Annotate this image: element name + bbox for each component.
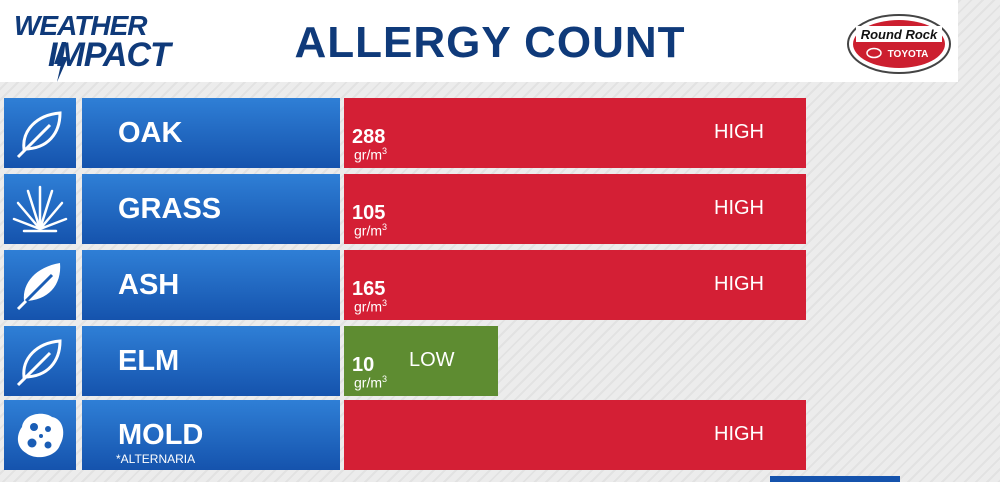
count-unit: gr/m3 (354, 146, 388, 163)
count-value: 288 (352, 126, 386, 148)
count-value: 10 (352, 354, 375, 376)
count-bar: 10 gr/m3 LOW (344, 326, 498, 396)
sponsor-line-2: TOYOTA (888, 49, 929, 60)
icon-cell (4, 326, 76, 396)
allergen-name-cell: ASH (82, 250, 340, 320)
allergen-name-cell: OAK (82, 98, 340, 168)
allergen-name: ELM (118, 345, 180, 377)
count-unit: gr/m3 (354, 298, 388, 315)
allergen-name: ASH (118, 269, 180, 301)
bottom-tab-strip (770, 476, 900, 482)
brand-line-2: IMPACT (48, 36, 171, 74)
icon-cell (4, 400, 76, 470)
page-title: ALLERGY COUNT (294, 18, 686, 67)
sponsor-line-1: Round Rock (861, 27, 938, 42)
count-bar: HIGH (344, 400, 806, 470)
weather-impact-logo: WEATHER IMPACT (14, 10, 194, 82)
sponsor-logo: Round Rock TOYOTA (847, 14, 951, 74)
header-banner: WEATHER IMPACT ALLERGY COUNT Round Rock … (0, 0, 958, 82)
icon-cell (4, 174, 76, 244)
count-value: 165 (352, 278, 386, 300)
allergen-sub-label: *ALTERNARIA (116, 452, 196, 466)
allergen-name-cell: MOLD *ALTERNARIA (82, 400, 340, 470)
level-label: HIGH (714, 273, 764, 295)
lightning-bolt-icon (54, 42, 68, 82)
oak-leaf-icon (16, 111, 62, 159)
grass-icon (12, 185, 68, 233)
allergen-name: OAK (118, 117, 183, 149)
ash-leaf-icon (16, 263, 61, 311)
level-label: HIGH (714, 121, 764, 143)
count-bar: 165 gr/m3 HIGH (344, 250, 806, 320)
brand-line-1: WEATHER (14, 10, 147, 41)
count-bar: 288 gr/m3 HIGH (344, 98, 806, 168)
count-value: 105 (352, 202, 386, 224)
count-bar: 105 gr/m3 HIGH (344, 174, 806, 244)
allergen-name-cell: ELM (82, 326, 340, 396)
level-label: HIGH (714, 423, 764, 445)
level-label: LOW (409, 349, 455, 371)
count-unit: gr/m3 (354, 222, 388, 239)
count-unit: gr/m3 (354, 374, 388, 391)
allergen-name-cell: GRASS (82, 174, 340, 244)
level-label: HIGH (714, 197, 764, 219)
icon-cell (4, 250, 76, 320)
elm-leaf-icon (16, 339, 62, 387)
mold-spore-icon (17, 413, 64, 458)
icon-cell (4, 98, 76, 168)
allergen-name: GRASS (118, 193, 222, 225)
allergen-name: MOLD (118, 419, 204, 451)
